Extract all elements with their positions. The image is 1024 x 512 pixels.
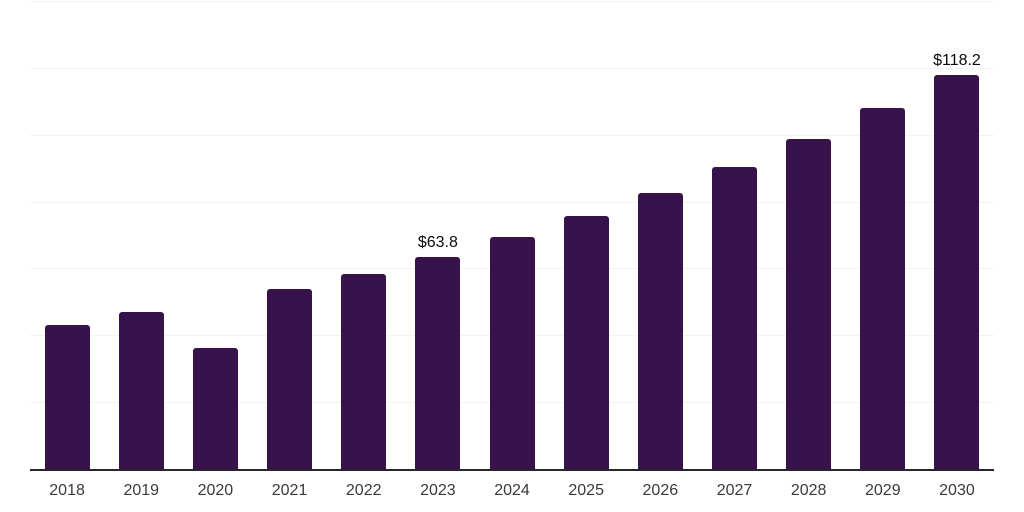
bar-2028 — [786, 138, 832, 470]
bar-slot-2026 — [623, 192, 697, 470]
x-axis-tick-label-2028: 2028 — [790, 482, 827, 499]
plot-area: $63.8 $118.2 — [30, 0, 994, 471]
bar-2019 — [118, 312, 164, 470]
x-axis-tick-label-2019: 2019 — [123, 482, 160, 499]
bar-slot-2028 — [772, 138, 846, 470]
bar-2018 — [44, 324, 90, 470]
x-axis-tick-label-2018: 2018 — [49, 482, 85, 499]
bar-value-label-2023: $63.8 — [417, 233, 458, 251]
bar-slot-2024 — [475, 237, 549, 470]
bar-2022 — [341, 274, 387, 470]
bar-slot-2029 — [846, 107, 920, 470]
bar-2026 — [637, 192, 683, 470]
bar-slot-2023: $63.8 — [401, 233, 475, 470]
x-axis-tick-label-2022: 2022 — [345, 482, 382, 499]
bar-slot-2022 — [327, 274, 401, 470]
bar-slot-2030: $118.2 — [920, 51, 994, 470]
bar-2027 — [711, 167, 757, 470]
bar-2029 — [860, 107, 906, 470]
bar-slot-2021 — [252, 289, 326, 470]
bar-2025 — [563, 215, 609, 470]
x-axis-tick-label-2029: 2029 — [865, 482, 901, 499]
x-axis-tick-label-2030: 2030 — [939, 482, 975, 499]
bar-slot-2019 — [104, 312, 178, 470]
x-axis-tick-label-2023: 2023 — [420, 482, 456, 499]
bar-2030 — [934, 74, 980, 470]
x-axis-tick-label-2021: 2021 — [271, 482, 308, 499]
bars-row: $63.8 $118.2 — [30, 0, 994, 470]
bar-2024 — [489, 237, 535, 470]
x-axis-tick-label-2020: 2020 — [197, 482, 234, 499]
x-axis-tick-label-2026: 2026 — [642, 482, 679, 499]
bar-slot-2020 — [178, 348, 252, 470]
gridline — [30, 201, 994, 203]
bar-2021 — [267, 289, 313, 470]
gridline — [30, 134, 994, 136]
bar-2023 — [415, 256, 461, 470]
bar-2020 — [192, 348, 238, 470]
bar-slot-2018 — [30, 324, 104, 470]
bar-value-label-2030: $118.2 — [933, 51, 981, 69]
gridline — [30, 67, 994, 69]
bar-slot-2027 — [697, 167, 771, 470]
x-axis-tick-label-2027: 2027 — [716, 482, 753, 499]
x-axis: 2018 2019 2020 2021 2022 2023 2024 2025 2026 2027… — [30, 481, 994, 501]
bar-slot-2025 — [549, 215, 623, 470]
x-axis-tick-label-2024: 2024 — [494, 482, 530, 499]
x-axis-tick-label-2025: 2025 — [568, 482, 604, 499]
x-axis-line — [30, 469, 994, 471]
gridline — [30, 1, 994, 2]
